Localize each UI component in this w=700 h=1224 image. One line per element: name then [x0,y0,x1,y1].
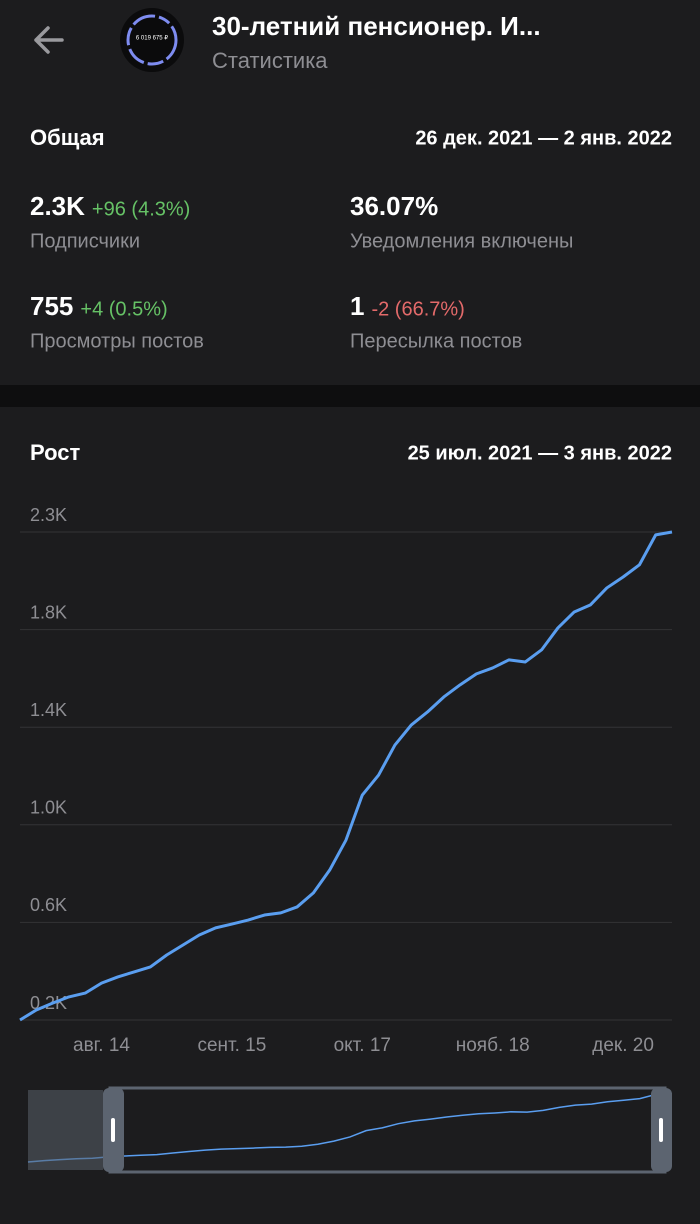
navigator-bg [28,1090,672,1170]
stat-label: Просмотры постов [30,330,204,352]
y-tick-label: 0.6K [30,895,67,915]
stat-value: 36.07% [350,191,438,221]
stat-value: 2.3K [30,191,85,221]
handle-grip [111,1118,115,1142]
top-panel [0,0,700,385]
x-tick-label: нояб. 18 [456,1035,530,1056]
navigator-dim [28,1090,103,1170]
stat-change: -2 (66.7%) [371,298,464,320]
stat-label: Уведомления включены [350,230,573,252]
x-tick-label: сент. 15 [197,1035,266,1056]
y-tick-label: 1.8K [30,602,67,622]
x-tick-label: окт. 17 [334,1035,391,1056]
back-button[interactable] [34,26,64,54]
period: 26 дек. 2021 — 2 янв. 2022 [415,127,672,149]
stat-change: +96 (4.3%) [92,198,190,220]
stat-change: +4 (0.5%) [80,298,167,320]
y-tick-label: 2.3K [30,505,67,525]
stat-label: Подписчики [30,230,140,252]
separator [0,385,700,407]
growth-line [19,530,673,1022]
handle-grip [659,1118,663,1142]
navigator-line [27,1093,673,1163]
avatar [120,8,184,72]
avatar-text: 6 019 675 ₽ [136,35,168,42]
channel-title: 30-летний пенсионер. И... [212,11,541,41]
y-tick-label: 1.4K [30,700,67,720]
x-tick-label: дек. 20 [592,1035,654,1056]
y-tick-label: 1.0K [30,798,67,818]
section-title: Общая [30,125,105,150]
subtitle: Статистика [212,48,328,73]
stat-value: 1 [350,291,364,321]
stat-label: Пересылка постов [350,330,522,352]
chart-period: 25 июл. 2021 — 3 янв. 2022 [408,442,672,464]
stat-value: 755 [30,291,73,321]
chart-title: Рост [30,440,81,465]
x-tick-label: авг. 14 [73,1035,130,1056]
